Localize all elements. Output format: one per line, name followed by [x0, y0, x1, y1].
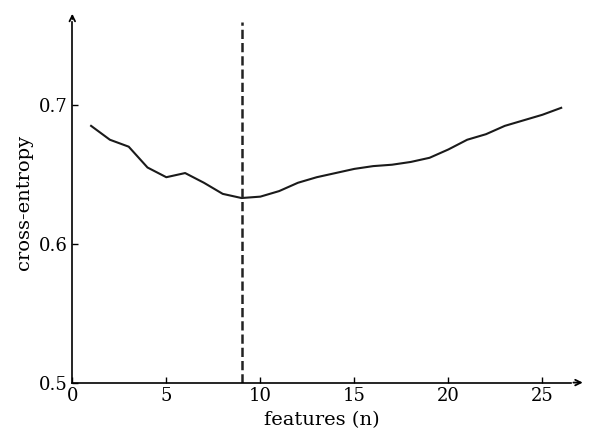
Y-axis label: cross-entropy: cross-entropy	[15, 135, 33, 270]
X-axis label: features (n): features (n)	[263, 411, 379, 429]
